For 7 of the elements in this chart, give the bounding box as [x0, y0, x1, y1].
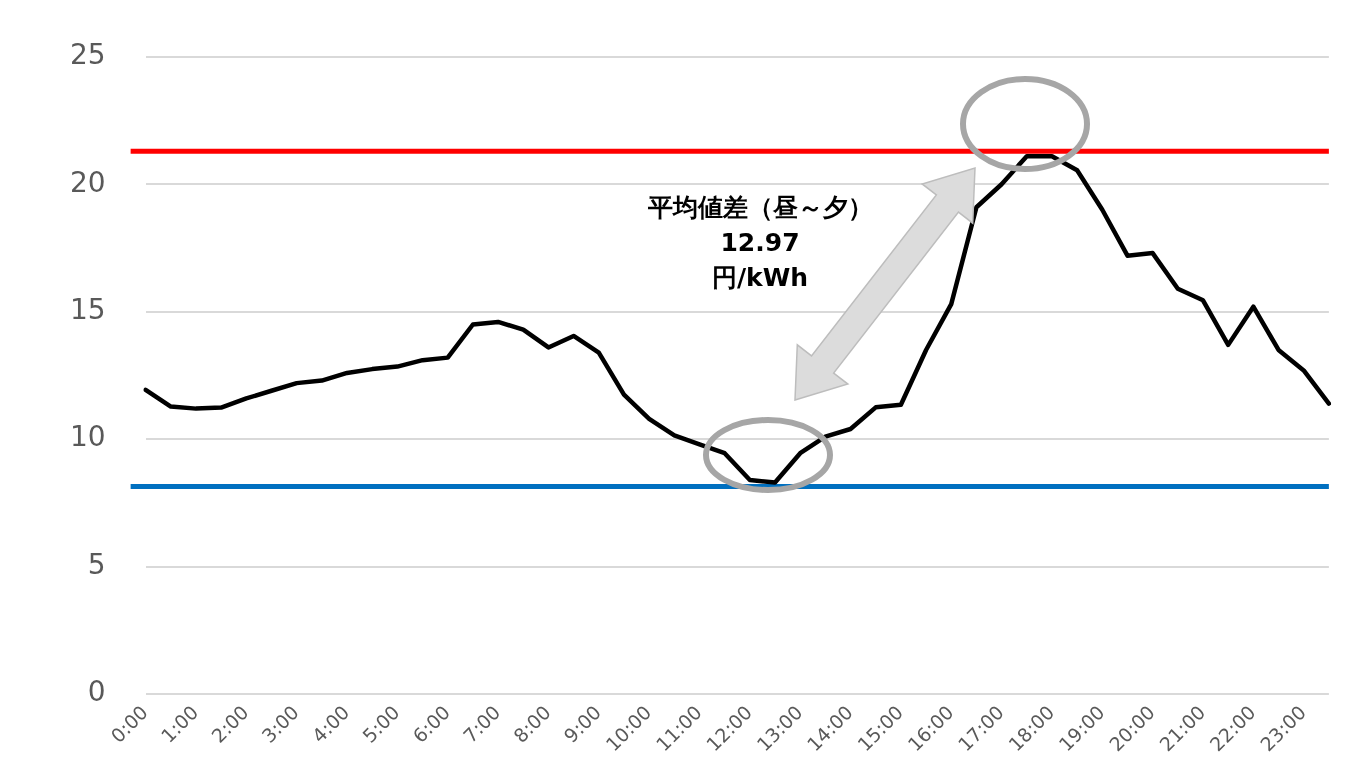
y-tick-label: 15 — [69, 293, 106, 327]
y-tick-label: 10 — [69, 420, 106, 454]
y-tick-label: 20 — [69, 165, 106, 199]
y-tick-label: 0 — [87, 675, 106, 709]
y-tick-label: 25 — [69, 38, 106, 72]
y-tick-label: 5 — [87, 547, 106, 581]
annotation: 平均値差（昼～夕） 12.97 円/kWh — [646, 192, 874, 294]
